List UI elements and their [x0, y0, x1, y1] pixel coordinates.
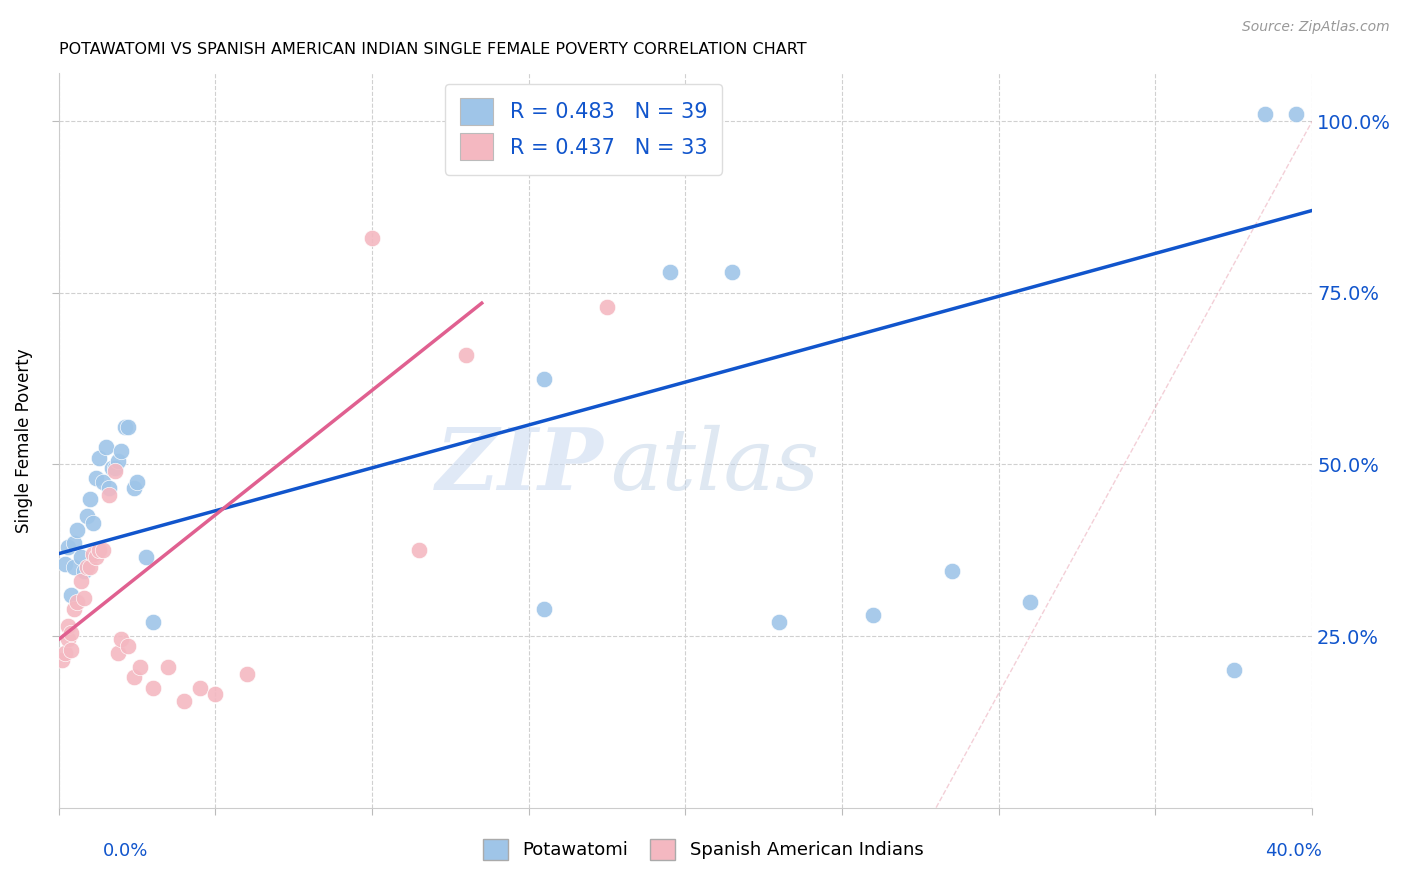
Point — [56, 618, 79, 632]
Point — [1285, 107, 1308, 121]
Point — [129, 660, 152, 674]
Point — [173, 694, 195, 708]
Point — [76, 508, 98, 523]
Point — [60, 625, 83, 640]
Point — [89, 543, 111, 558]
Point — [768, 615, 790, 630]
Point — [142, 615, 165, 630]
Point — [107, 646, 129, 660]
Point — [862, 608, 884, 623]
Point — [69, 550, 91, 565]
Point — [1223, 664, 1246, 678]
Point — [56, 540, 79, 554]
Point — [114, 419, 136, 434]
Text: ZIP: ZIP — [436, 425, 605, 508]
Point — [564, 107, 586, 121]
Point — [63, 536, 86, 550]
Point — [122, 670, 145, 684]
Point — [107, 454, 129, 468]
Point — [82, 547, 104, 561]
Point — [1019, 595, 1042, 609]
Point — [63, 560, 86, 574]
Point — [721, 265, 744, 279]
Text: POTAWATOMI VS SPANISH AMERICAN INDIAN SINGLE FEMALE POVERTY CORRELATION CHART: POTAWATOMI VS SPANISH AMERICAN INDIAN SI… — [59, 42, 806, 57]
Point — [97, 482, 120, 496]
Point — [204, 687, 226, 701]
Point — [596, 300, 619, 314]
Point — [91, 475, 114, 489]
Text: Source: ZipAtlas.com: Source: ZipAtlas.com — [1241, 20, 1389, 34]
Point — [53, 557, 76, 571]
Point — [658, 265, 681, 279]
Point — [104, 464, 127, 478]
Point — [73, 564, 96, 578]
Point — [73, 591, 96, 606]
Y-axis label: Single Female Poverty: Single Female Poverty — [15, 348, 32, 533]
Point — [188, 681, 211, 695]
Point — [91, 543, 114, 558]
Point — [1254, 107, 1277, 121]
Point — [79, 560, 101, 574]
Point — [142, 681, 165, 695]
Legend: Potawatomi, Spanish American Indians: Potawatomi, Spanish American Indians — [475, 831, 931, 867]
Text: 40.0%: 40.0% — [1265, 842, 1322, 860]
Point — [56, 632, 79, 647]
Point — [361, 231, 384, 245]
Point — [76, 560, 98, 574]
Text: 0.0%: 0.0% — [103, 842, 148, 860]
Point — [135, 550, 157, 565]
Point — [89, 450, 111, 465]
Point — [84, 550, 107, 565]
Point — [122, 482, 145, 496]
Point — [79, 491, 101, 506]
Point — [117, 419, 139, 434]
Point — [117, 640, 139, 654]
Point — [454, 348, 477, 362]
Point — [104, 461, 127, 475]
Point — [533, 371, 555, 385]
Point — [596, 107, 619, 121]
Point — [69, 574, 91, 588]
Point — [157, 660, 180, 674]
Point — [60, 588, 83, 602]
Point — [53, 646, 76, 660]
Point — [533, 601, 555, 615]
Legend: R = 0.483   N = 39, R = 0.437   N = 33: R = 0.483 N = 39, R = 0.437 N = 33 — [446, 84, 721, 175]
Point — [97, 488, 120, 502]
Point — [235, 666, 257, 681]
Point — [101, 461, 124, 475]
Point — [941, 564, 963, 578]
Point — [84, 471, 107, 485]
Point — [408, 543, 430, 558]
Point — [51, 653, 73, 667]
Point — [82, 516, 104, 530]
Point — [110, 443, 132, 458]
Point — [110, 632, 132, 647]
Point — [94, 440, 117, 454]
Point — [125, 475, 148, 489]
Text: atlas: atlas — [610, 425, 820, 508]
Point — [66, 595, 89, 609]
Point — [66, 523, 89, 537]
Point — [60, 642, 83, 657]
Point — [63, 601, 86, 615]
